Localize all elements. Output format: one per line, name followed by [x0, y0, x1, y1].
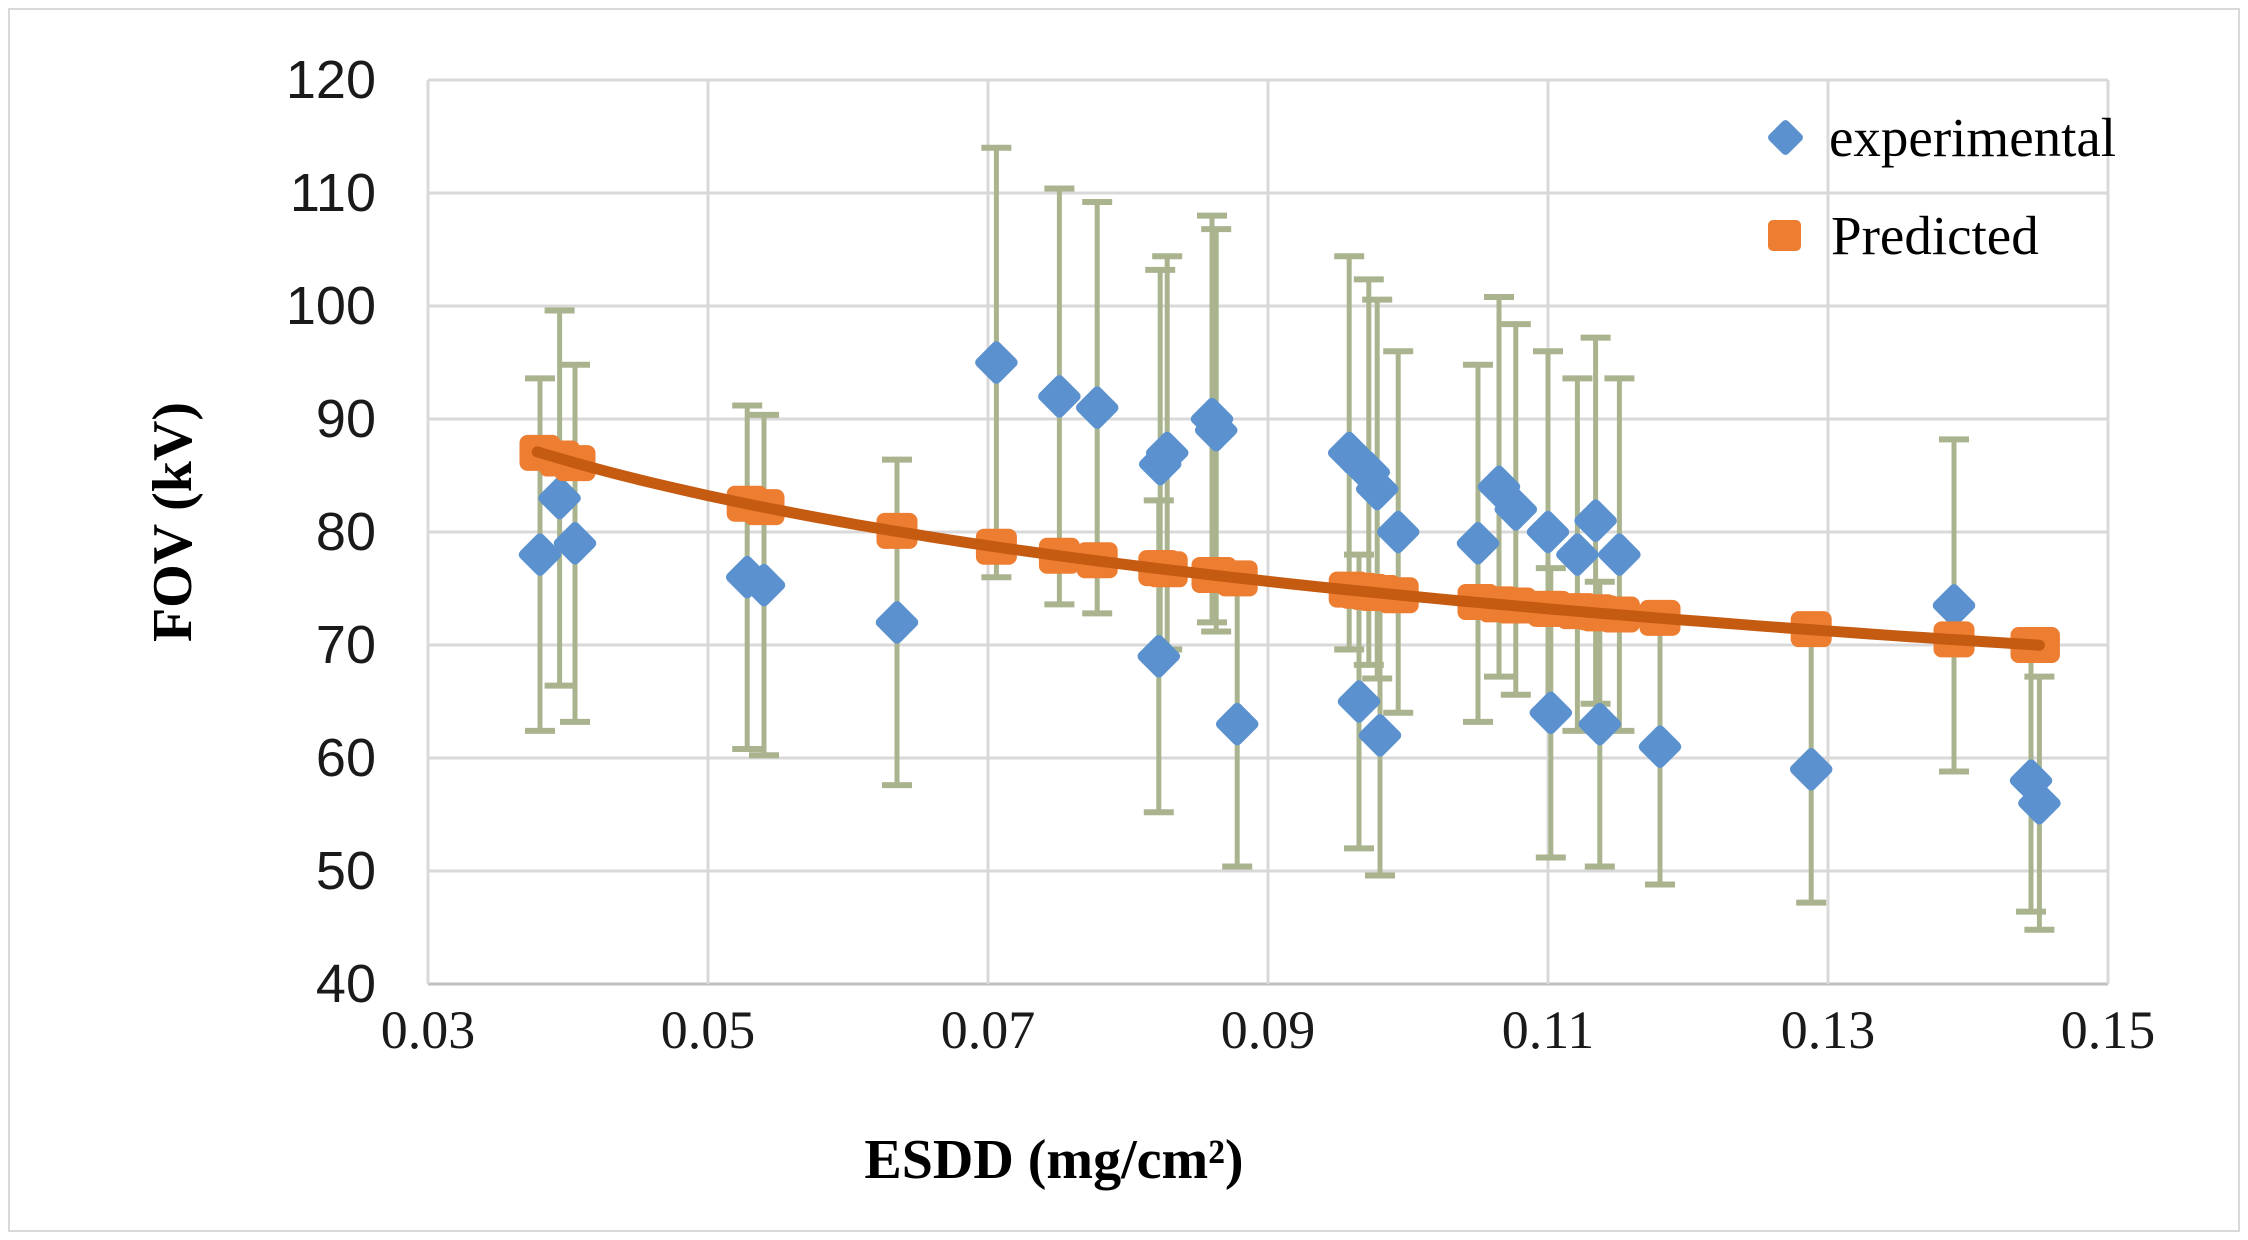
experimental-point	[1337, 680, 1381, 723]
experimental-point	[1494, 488, 1538, 531]
y-tick-label: 50	[316, 841, 376, 901]
experimental-point	[518, 533, 562, 576]
experimental-point	[1578, 702, 1622, 746]
experimental-point	[2018, 781, 2061, 825]
trend-line	[531, 446, 2045, 651]
experimental-point	[1355, 467, 1399, 511]
experimental-point	[1556, 533, 1599, 576]
legend-item-experimental: experimental	[1766, 88, 2117, 186]
y-tick-label: 40	[316, 954, 376, 1014]
experimental-point	[1376, 510, 1420, 554]
experimental-point	[1215, 702, 1259, 746]
y-tick-label: 100	[286, 276, 376, 336]
experimental-point	[1526, 510, 1570, 554]
x-tick-label: 0.05	[661, 1000, 756, 1060]
y-axis-title: FOV (kV)	[142, 401, 204, 643]
experimental-point	[553, 522, 597, 565]
x-tick-label: 0.09	[1221, 1000, 1316, 1060]
y-tick-label: 60	[316, 728, 376, 788]
experimental-point	[1145, 431, 1189, 475]
experimental-point	[1529, 691, 1573, 735]
experimental-point	[875, 601, 919, 644]
experimental-point	[1194, 409, 1238, 452]
experimental-point	[1598, 533, 1641, 576]
experimental-point	[742, 563, 786, 607]
y-tick-label: 70	[316, 615, 376, 675]
y-tick-label: 120	[286, 50, 376, 110]
legend-label-predicted: Predicted	[1831, 204, 2039, 266]
experimental-point	[1574, 499, 1617, 542]
x-tick-label: 0.11	[1502, 1000, 1595, 1060]
legend-item-predicted: Predicted	[1768, 186, 2116, 284]
legend: experimental Predicted	[1766, 88, 2117, 284]
experimental-point	[975, 341, 1018, 384]
experimental-point	[1789, 748, 1833, 791]
experimental-point	[1358, 714, 1402, 757]
experimental-point	[1456, 522, 1500, 565]
x-tick-label: 0.15	[2061, 1000, 2156, 1060]
legend-label-experimental: experimental	[1829, 106, 2117, 168]
predicted-square-icon	[1768, 219, 1801, 251]
x-axis-title: ESDD (mg/cm²)	[864, 1129, 1244, 1191]
experimental-point	[1038, 375, 1081, 418]
y-tick-label: 90	[316, 389, 376, 449]
y-tick-label: 110	[290, 163, 376, 223]
experimental-point	[1075, 386, 1119, 429]
experimental-point	[1137, 635, 1181, 678]
experimental-point	[538, 476, 581, 520]
experimental-point	[1638, 725, 1682, 768]
x-tick-label: 0.07	[941, 1000, 1036, 1060]
experimental-diamond-icon	[1766, 117, 1805, 157]
experimental-point	[1932, 584, 1976, 627]
y-tick-label: 80	[316, 502, 376, 562]
x-tick-label: 0.13	[1781, 1000, 1876, 1060]
x-tick-label: 0.03	[381, 1000, 476, 1060]
